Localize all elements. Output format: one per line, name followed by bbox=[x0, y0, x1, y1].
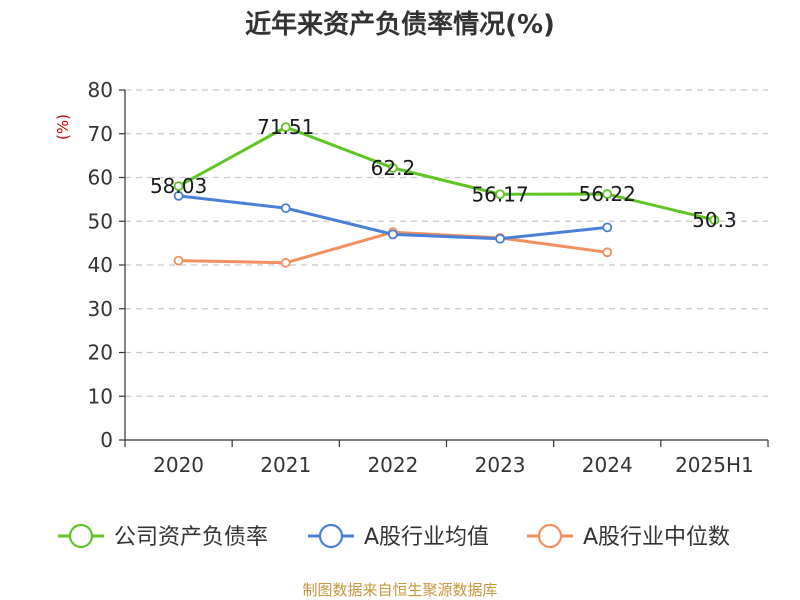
series-group bbox=[173, 122, 720, 268]
series-line bbox=[177, 125, 715, 222]
y-tick-label: 80 bbox=[88, 78, 113, 102]
y-tick-label: 40 bbox=[88, 253, 113, 277]
y-tick-label: 0 bbox=[100, 428, 113, 452]
data-point bbox=[602, 222, 613, 233]
data-point bbox=[495, 233, 505, 244]
data-label: 56.22 bbox=[579, 182, 636, 206]
legend-circle-icon bbox=[318, 523, 344, 549]
x-tick-label: 2021 bbox=[260, 453, 311, 477]
x-tick-label: 2024 bbox=[582, 453, 633, 477]
legend-circle-icon bbox=[68, 523, 94, 549]
source-note: 制图数据来自恒生聚源数据库 bbox=[302, 581, 497, 599]
x-tick-label: 2020 bbox=[153, 453, 204, 477]
legend-item: A股行业均值 bbox=[308, 523, 489, 550]
data-point bbox=[709, 215, 720, 225]
axes: 0 10 20 30 40 50 60 70 80 2020 2021 2022 2023 2024 202… bbox=[88, 78, 769, 477]
data-point bbox=[495, 189, 505, 200]
y-tick-label: 70 bbox=[88, 122, 113, 146]
grid-lines bbox=[125, 89, 768, 397]
legend-label: 公司资产负债率 bbox=[114, 525, 268, 550]
y-tick-label: 10 bbox=[88, 384, 113, 408]
legend-label: A股行业中位数 bbox=[583, 525, 730, 550]
y-axis-unit: (%) bbox=[54, 114, 72, 140]
data-point bbox=[602, 247, 613, 258]
y-tick-label: 60 bbox=[88, 166, 113, 190]
data-point bbox=[388, 162, 398, 173]
data-point bbox=[602, 189, 613, 199]
data-point bbox=[280, 203, 291, 214]
data-labels: 58.03 71.51 62.2 56.17 56.22 50.3 bbox=[150, 115, 737, 232]
legend-item: A股行业中位数 bbox=[527, 523, 730, 550]
data-label: 71.51 bbox=[257, 115, 314, 139]
legend-circle-icon bbox=[537, 523, 563, 549]
x-tick-label: 2023 bbox=[475, 453, 526, 477]
y-tick-label: 50 bbox=[88, 209, 113, 233]
data-point bbox=[280, 122, 291, 133]
legend-item: 公司资产负债率 bbox=[58, 523, 268, 550]
legend: 公司资产负债率 A股行业均值 A股行业中位数 bbox=[58, 523, 730, 550]
legend-label: A股行业均值 bbox=[364, 525, 489, 550]
data-label: 56.17 bbox=[471, 182, 528, 206]
x-tick-label: 2025H1 bbox=[675, 453, 754, 477]
data-point bbox=[388, 229, 398, 240]
data-label: 50.3 bbox=[692, 208, 737, 232]
x-tick-label: 2022 bbox=[367, 453, 418, 477]
data-point bbox=[173, 255, 184, 266]
data-label: 62.2 bbox=[371, 156, 416, 180]
data-point bbox=[173, 181, 184, 192]
y-tick-label: 20 bbox=[88, 341, 113, 365]
y-tick-label: 30 bbox=[88, 297, 113, 321]
data-point bbox=[280, 257, 291, 268]
data-label: 58.03 bbox=[150, 174, 207, 198]
chart-title: 近年来资产负债率情况(%) bbox=[245, 9, 555, 40]
data-point bbox=[173, 190, 184, 201]
